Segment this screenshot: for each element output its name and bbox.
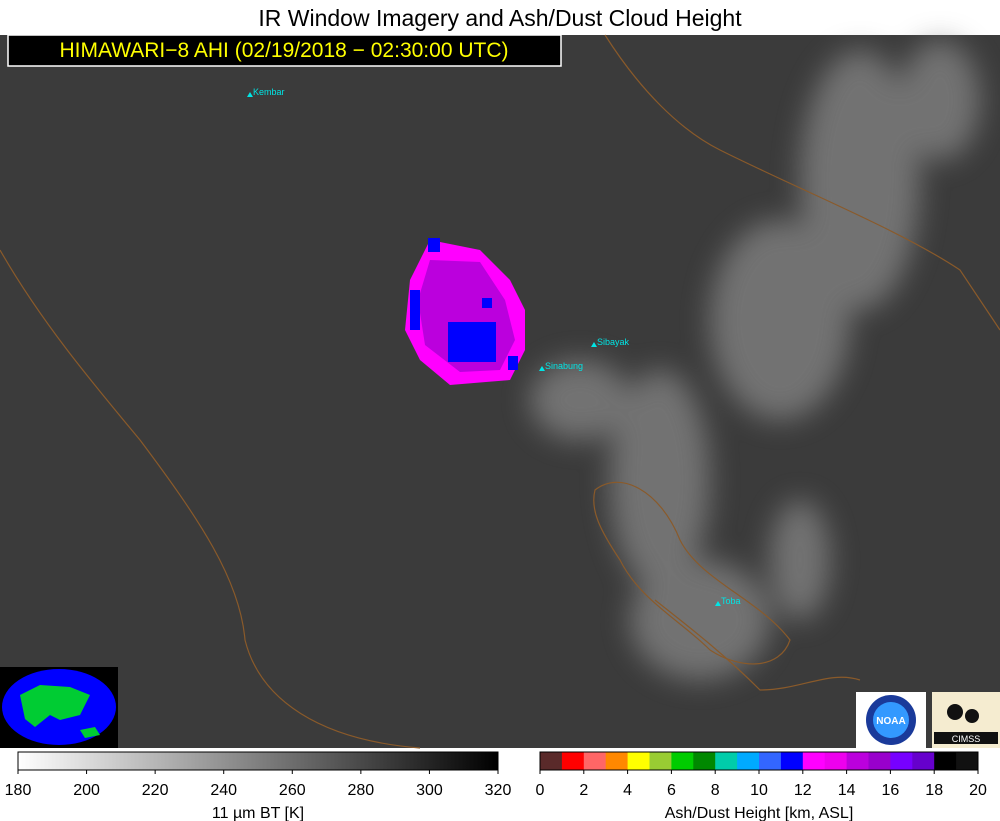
globe-inset [0,667,118,748]
volcano-label: Sinabung [545,361,583,371]
ash-cloud [405,238,525,385]
volcano-label: Sibayak [597,337,630,347]
colorbar-segment [715,752,738,770]
subtitle: HIMAWARI−8 AHI (02/19/2018 − 02:30:00 UT… [60,39,509,62]
tick-label: 4 [623,782,632,799]
tick-label: 180 [5,782,32,799]
colorbar-segment [693,752,716,770]
cimss-logo: CIMSS [932,692,1000,748]
colorbar-label: Ash/Dust Height [km, ASL] [665,805,854,821]
cimss-text: CIMSS [952,734,981,744]
tick-label: 8 [711,782,720,799]
tick-label: 6 [667,782,676,799]
volcano-label: Kembar [253,87,285,97]
tick-label: 12 [794,782,812,799]
tick-label: 260 [279,782,306,799]
tick-label: 240 [210,782,237,799]
colorbar-frame [17,751,499,771]
colorbar-segment [671,752,694,770]
colorbar-segment [649,752,672,770]
tick-label: 280 [348,782,375,799]
tick-label: 200 [73,782,100,799]
colorbar-segment [561,752,585,770]
colorbar-segment [802,752,826,770]
tick-label: 2 [579,782,588,799]
bt-colorbar: 180 200 220 240 260 280 300 320 11 µm BT [K] [5,751,512,821]
tick-label: 10 [750,782,768,799]
tick-label: 220 [142,782,169,799]
noaa-logo: NOAA [856,692,926,748]
colorbar-segment [890,752,913,770]
colorbar-segment [583,752,607,770]
tick-label: 320 [485,782,512,799]
volcano-label: Toba [721,596,741,606]
tick-label: 300 [416,782,443,799]
tick-label: 20 [969,782,987,799]
colorbar-segment [956,752,979,770]
colorbar-segment [868,752,891,770]
colorbar-segment [934,752,957,770]
title: IR Window Imagery and Ash/Dust Cloud Hei… [258,5,742,31]
satellite-image [0,34,1000,749]
colorbar-segment [540,752,563,770]
colorbar-segment [912,752,935,770]
noaa-text: NOAA [876,716,905,727]
height-colorbar: 0 2 4 6 8 10 12 14 16 18 20 Ash/Dust Height [km, AS… [536,751,987,821]
volcano-markers: Kembar Sibayak Sinabung Toba [247,87,741,606]
tick-label: 14 [838,782,856,799]
colorbar-segment [824,752,848,770]
tick-label: 16 [882,782,900,799]
tick-label: 18 [925,782,943,799]
colorbar-gradient [18,752,498,770]
tick-label: 0 [536,782,545,799]
colorbar-segment [780,752,804,770]
colorbar-label: 11 µm BT [K] [212,805,304,821]
colorbar-segment [737,752,760,770]
colorbar-segment [605,752,629,770]
colorbar-segment [846,752,869,770]
colorbar-segment [627,752,650,770]
colorbar-segment [759,752,782,770]
